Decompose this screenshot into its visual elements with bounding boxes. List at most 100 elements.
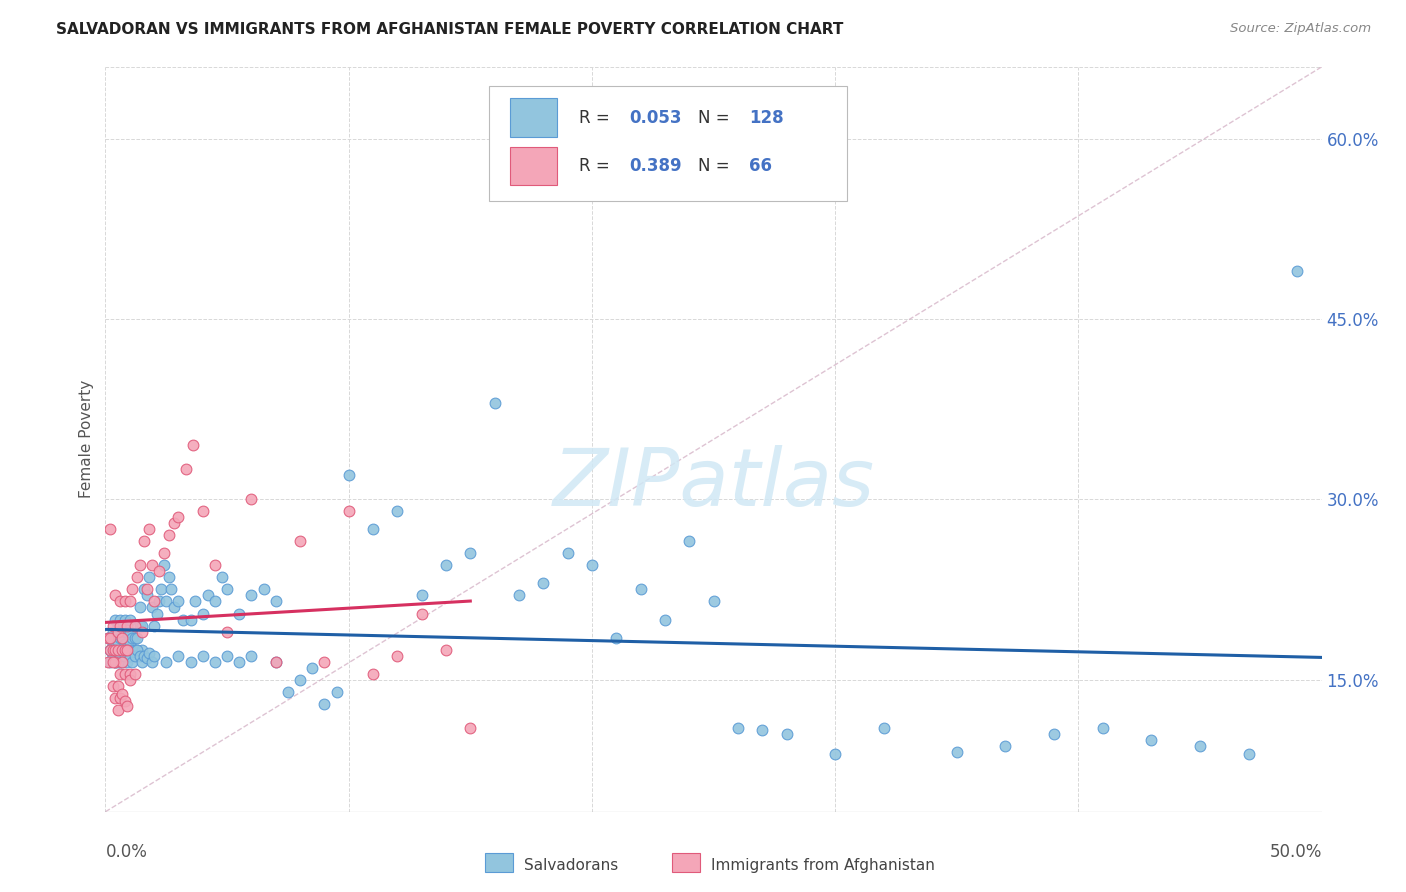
Point — [1043, 726, 1066, 740]
Point — [107, 703, 129, 717]
Point — [264, 655, 287, 669]
Text: N =: N = — [697, 109, 734, 127]
Point — [97, 655, 120, 669]
Point — [630, 582, 652, 597]
Point — [135, 589, 157, 603]
Point — [484, 396, 506, 410]
Point — [458, 721, 481, 735]
Point — [167, 594, 190, 608]
Point — [141, 655, 163, 669]
Point — [228, 607, 250, 621]
Point — [124, 631, 146, 645]
Point — [172, 613, 194, 627]
Point — [387, 504, 409, 518]
Point — [118, 594, 141, 608]
Point — [217, 648, 239, 663]
Point — [111, 642, 134, 657]
Point — [167, 648, 190, 663]
Point — [98, 642, 121, 657]
Point — [104, 655, 127, 669]
Point — [361, 666, 384, 681]
Point — [118, 624, 141, 639]
Point — [118, 673, 141, 687]
Point — [240, 589, 263, 603]
Point — [387, 648, 409, 663]
Point — [162, 600, 184, 615]
Point — [211, 570, 233, 584]
Point — [98, 655, 121, 669]
Point — [678, 534, 700, 549]
Point — [108, 594, 131, 608]
Point — [434, 642, 457, 657]
Point — [751, 723, 773, 737]
Point — [1091, 721, 1114, 735]
Point — [101, 624, 124, 639]
Point — [107, 655, 129, 669]
Point — [101, 618, 124, 632]
Point — [125, 642, 148, 657]
Point — [98, 523, 121, 537]
Point — [117, 642, 139, 657]
Point — [117, 642, 139, 657]
Point — [458, 546, 481, 560]
Point — [98, 642, 121, 657]
Point — [114, 666, 136, 681]
Point — [104, 613, 127, 627]
Point — [118, 648, 141, 663]
Point — [108, 666, 131, 681]
Point — [204, 558, 226, 573]
Point — [264, 655, 287, 669]
Point — [162, 516, 184, 531]
Point — [605, 631, 627, 645]
Point — [434, 558, 457, 573]
Point — [118, 666, 141, 681]
Point — [264, 594, 287, 608]
Point — [155, 594, 177, 608]
Point — [240, 648, 263, 663]
Point — [134, 582, 156, 597]
Point — [654, 613, 676, 627]
Point — [107, 642, 129, 657]
Point — [167, 510, 190, 524]
Point — [191, 648, 214, 663]
Point — [121, 582, 143, 597]
Point — [314, 697, 336, 711]
Point — [104, 655, 127, 669]
Point — [108, 631, 131, 645]
Point — [111, 631, 134, 645]
Point — [148, 565, 170, 579]
Text: 50.0%: 50.0% — [1270, 843, 1322, 861]
Bar — [672, 853, 700, 872]
Point — [191, 607, 214, 621]
Point — [114, 613, 136, 627]
Point — [131, 618, 153, 632]
Point — [101, 655, 124, 669]
Point — [128, 558, 150, 573]
Point — [727, 721, 749, 735]
Point — [337, 504, 360, 518]
Point — [111, 687, 134, 701]
Point — [117, 655, 139, 669]
Point — [314, 655, 336, 669]
Point — [114, 624, 136, 639]
Point — [107, 618, 129, 632]
Point — [125, 642, 148, 657]
Point — [117, 698, 139, 713]
Point — [191, 504, 214, 518]
Point — [411, 607, 433, 621]
Point — [994, 739, 1017, 753]
Point — [124, 618, 146, 632]
Point — [1189, 739, 1212, 753]
Point — [107, 624, 129, 639]
Point — [150, 582, 173, 597]
Point — [128, 600, 150, 615]
Point — [288, 673, 311, 687]
Point — [101, 636, 124, 650]
Text: R =: R = — [578, 157, 614, 175]
Point — [108, 690, 131, 705]
Point — [131, 655, 153, 669]
Point — [121, 631, 143, 645]
Point — [143, 594, 166, 608]
Point — [108, 655, 131, 669]
Point — [131, 642, 153, 657]
